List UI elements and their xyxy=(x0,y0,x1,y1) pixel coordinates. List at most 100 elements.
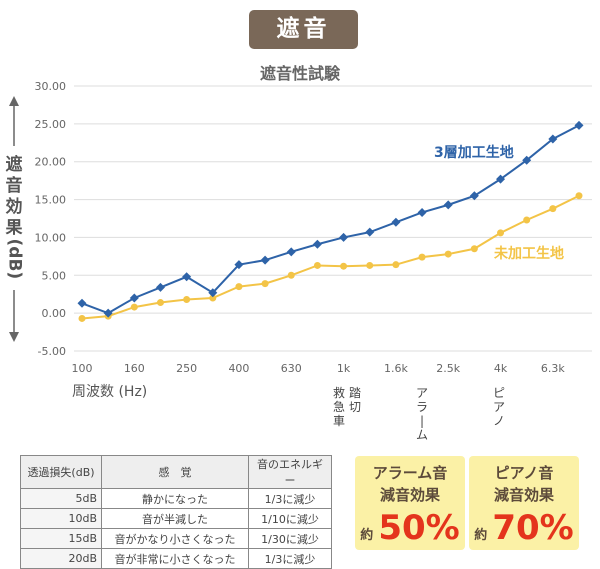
data-point xyxy=(470,245,478,253)
y-axis-label: 遮 音 効 果 (dB) xyxy=(3,155,25,279)
callout-piano: ピアノ音 減音効果 約 70% xyxy=(469,456,579,550)
annotation-char: ア xyxy=(415,386,428,400)
x-tick-label: 4k xyxy=(494,362,508,375)
series-lines xyxy=(81,124,580,320)
data-point xyxy=(287,271,295,279)
y-tick-label: 5.00 xyxy=(42,269,67,282)
y-axis-arrow xyxy=(9,96,19,342)
annotation-char: ム xyxy=(415,428,428,442)
callout-percent: 70% xyxy=(492,508,574,548)
data-point xyxy=(444,250,452,258)
callout-subtitle: 減音効果 xyxy=(379,486,440,504)
x-tick-label: 100 xyxy=(72,362,93,375)
x-tick-label: 1k xyxy=(337,362,351,375)
table-cell: 音が非常に小さくなった xyxy=(101,548,249,569)
data-point xyxy=(209,294,217,302)
x-tick-label: 1.6k xyxy=(384,362,408,375)
data-point xyxy=(496,174,506,184)
x-tick-label: 160 xyxy=(124,362,145,375)
series-line xyxy=(81,194,580,320)
table-row: 10dB 音が半減した 1/10に減少 xyxy=(20,508,332,529)
data-point xyxy=(365,227,375,237)
table-header: 感 覚 xyxy=(101,455,249,489)
table-row: 15dB 音がかなり小さくなった 1/30に減少 xyxy=(20,528,332,549)
annotation-char: ア xyxy=(492,400,505,414)
table-cell: 1/30に減少 xyxy=(248,528,332,549)
legend-series-3layer: 3層加工生地 xyxy=(434,144,514,161)
y-tick-label: 20.00 xyxy=(35,156,67,169)
data-point xyxy=(156,299,164,307)
y-tick-label: 0.00 xyxy=(42,307,67,320)
grid-lines xyxy=(74,85,592,352)
x-tick-label: 2.5k xyxy=(436,362,460,375)
data-point xyxy=(130,303,138,311)
data-point xyxy=(182,272,192,282)
callout-value-row: 約 70% xyxy=(469,508,579,548)
callout-title: ピアノ音 xyxy=(494,464,554,482)
section-badge: 遮音 xyxy=(249,10,358,49)
data-point xyxy=(469,191,479,201)
callout-alarm: アラーム音 減音効果 約 50% xyxy=(355,456,465,550)
table-cell: 音が半減した xyxy=(101,508,249,529)
data-point xyxy=(366,261,374,269)
data-point xyxy=(392,261,400,269)
x-tick-label: 6.3k xyxy=(541,362,565,375)
transmission-loss-table: 透過損失(dB) 感 覚 音のエネルギー 5dB 静かになった 1/3に減少 1… xyxy=(20,455,332,569)
x-tick-label: 250 xyxy=(176,362,197,375)
data-point xyxy=(549,205,557,213)
y-tick-labels: -5.00 0.00 5.00 10.00 15.00 20.00 25.00 30.00 xyxy=(35,80,67,358)
annotation-piano: ピアノ xyxy=(492,386,506,428)
table-cell: 10dB xyxy=(20,508,102,529)
table-row: 20dB 音が非常に小さくなった 1/3に減少 xyxy=(20,548,332,569)
callout-title: アラーム音 xyxy=(372,464,448,482)
y-axis-label-char: 遮 xyxy=(5,155,23,175)
data-point xyxy=(103,308,113,318)
y-tick-label: -5.00 xyxy=(38,345,66,358)
data-point xyxy=(261,280,269,288)
table-header: 透過損失(dB) xyxy=(20,455,102,489)
table-cell: 15dB xyxy=(20,528,102,549)
x-axis-label: 周波数 (Hz) xyxy=(72,384,147,400)
data-point xyxy=(523,216,531,224)
data-point xyxy=(522,155,532,165)
data-point xyxy=(340,262,348,270)
x-tick-label: 630 xyxy=(281,362,302,375)
annotation-char: 踏 xyxy=(348,386,361,400)
data-point xyxy=(235,283,243,291)
table-row: 5dB 静かになった 1/3に減少 xyxy=(20,488,332,509)
annotation-ambulance: 救急車 xyxy=(332,386,346,428)
callout-value-row: 約 50% xyxy=(355,508,465,548)
data-point xyxy=(260,255,270,265)
y-tick-label: 15.00 xyxy=(35,194,67,207)
annotation-alarm: アラ | ム xyxy=(415,386,429,442)
table-cell: 1/3に減少 xyxy=(248,488,332,509)
data-point xyxy=(286,247,296,257)
data-point xyxy=(443,200,453,210)
annotation-char: 切 xyxy=(348,400,361,414)
callout-percent: 50% xyxy=(378,508,460,548)
data-point xyxy=(234,260,244,270)
table-cell: 5dB xyxy=(20,488,102,509)
annotation-char: ピ xyxy=(492,386,505,400)
table-cell: 20dB xyxy=(20,548,102,569)
table-header-row: 透過損失(dB) 感 覚 音のエネルギー xyxy=(20,455,332,489)
series-line xyxy=(81,124,580,315)
annotation-char: ノ xyxy=(492,414,505,428)
table-header: 音のエネルギー xyxy=(248,455,332,489)
data-point xyxy=(339,232,349,242)
data-point xyxy=(417,207,427,217)
data-point xyxy=(391,217,401,227)
data-point xyxy=(129,293,139,303)
legend-series-raw: 未加工生地 xyxy=(494,245,564,262)
table-cell: 1/10に減少 xyxy=(248,508,332,529)
annotation-char: 急 xyxy=(332,400,345,414)
y-tick-label: 30.00 xyxy=(35,80,67,93)
data-point xyxy=(548,134,558,144)
callout-subtitle: 減音効果 xyxy=(493,486,554,504)
data-point xyxy=(418,253,426,261)
data-point xyxy=(183,296,191,304)
y-axis-label-char: 果 xyxy=(5,218,23,238)
data-point xyxy=(77,298,87,308)
y-tick-label: 25.00 xyxy=(35,118,67,131)
line-chart: -5.00 0.00 5.00 10.00 15.00 20.00 25.00 30.00 1… xyxy=(9,80,592,400)
